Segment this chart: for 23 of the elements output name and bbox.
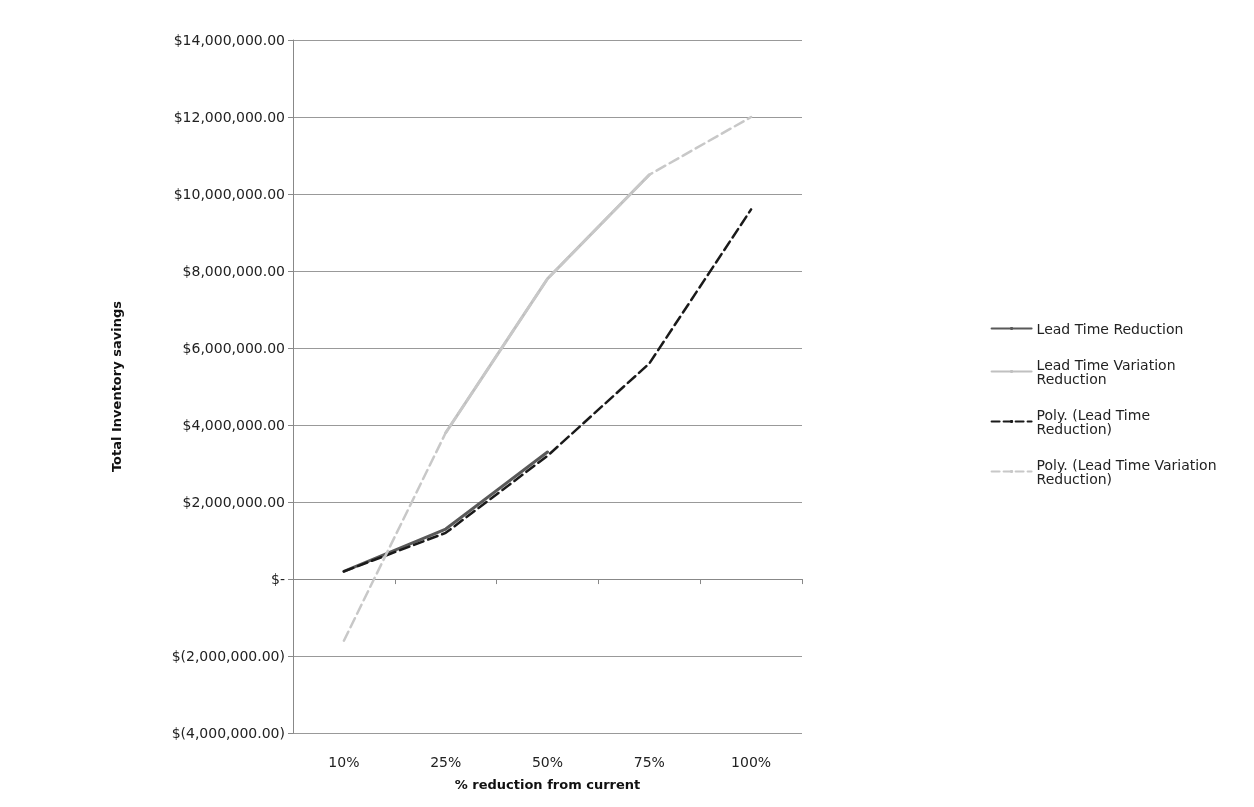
x-tick-label: 50%: [531, 754, 564, 771]
y-tick-label: $(2,000,000.00): [171, 648, 285, 665]
x-tick-label: 10%: [328, 754, 360, 771]
legend-label: Lead Time Variation Reduction: [1036, 356, 1180, 387]
y-tick-label: $6,000,000.00: [182, 340, 285, 357]
legend-label: Poly. (Lead Time Variation Reduction): [1036, 456, 1221, 487]
legend-label: Poly. (Lead Time Reduction): [1036, 406, 1155, 437]
y-tick-label: $-: [271, 571, 285, 588]
line-series: [342, 208, 753, 573]
y-tick-label: $4,000,000.00: [182, 417, 285, 434]
x-tick-label: 100%: [731, 754, 772, 771]
y-tick-label: $14,000,000.00: [173, 32, 285, 48]
line-series: [342, 115, 753, 642]
y-tick-label: $12,000,000.00: [173, 109, 285, 126]
y-tick-label: $(4,000,000.00): [171, 725, 285, 742]
y-tick-label: $10,000,000.00: [173, 186, 285, 203]
legend-label: Lead Time Reduction: [1036, 320, 1184, 337]
y-tick-label: $2,000,000.00: [182, 494, 285, 511]
y-axis-title: Total Inventory savings: [109, 300, 124, 473]
x-axis-title: % reduction from current: [454, 776, 641, 792]
x-tick-label: 75%: [633, 754, 665, 771]
x-tick-label: 25%: [430, 754, 462, 771]
y-tick-label: $8,000,000.00: [182, 263, 285, 280]
